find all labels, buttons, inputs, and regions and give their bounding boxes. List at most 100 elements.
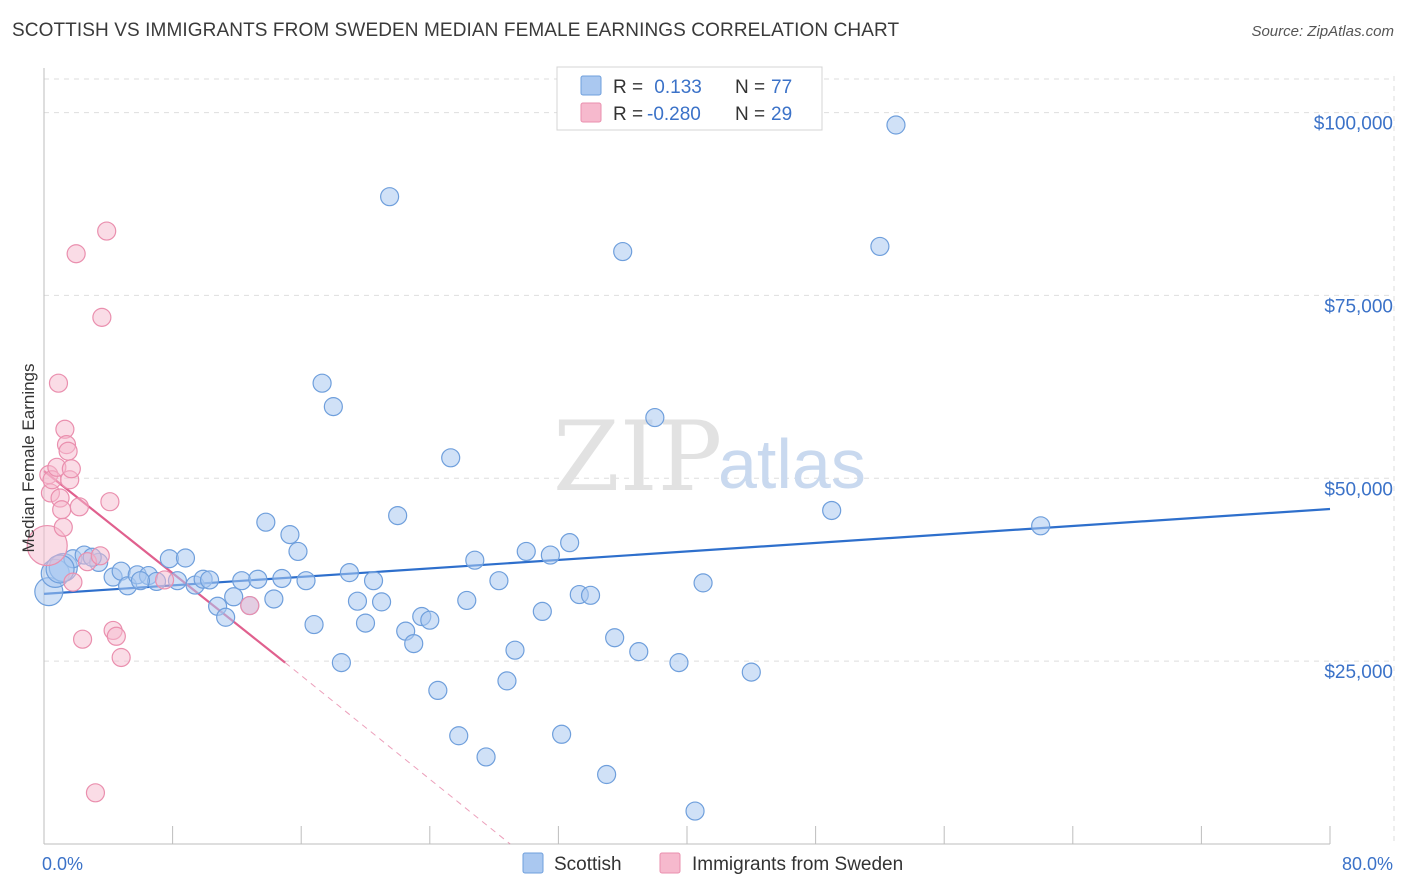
point-scottish <box>741 662 761 682</box>
point-scottish <box>404 633 424 654</box>
legend-n-label-sweden: N = <box>735 104 765 125</box>
tick-labels: $25,000 $50,000 $75,000 $100,000 0.0% 80.0% <box>42 114 1393 874</box>
point-scottish <box>645 407 665 428</box>
point-scottish <box>371 592 392 612</box>
point-scottish <box>280 525 300 545</box>
point-scottish <box>1031 516 1051 536</box>
legend-r-value-scottish: 0.133 <box>649 77 702 98</box>
legend-r-value-sweden: -0.280 <box>647 104 701 125</box>
legend-r-label-sweden: R = <box>613 104 643 125</box>
chart-title: SCOTTISH VS IMMIGRANTS FROM SWEDEN MEDIA… <box>12 20 900 41</box>
correlation-legend: R = 0.133 N = 77 R = -0.280 N = 29 <box>556 66 823 131</box>
point-scottish <box>248 569 268 589</box>
point-scottish <box>175 548 196 568</box>
x-tick-label-min: 0.0% <box>42 854 83 874</box>
point-scottish <box>489 571 509 591</box>
point-scottish <box>312 373 332 393</box>
bottom-legend-swatch-sweden <box>659 852 681 874</box>
legend-n-label-scottish: N = <box>735 77 765 98</box>
point-sweden <box>26 524 68 567</box>
point-sweden <box>53 517 73 537</box>
point-scottish <box>159 549 179 569</box>
point-sweden <box>63 572 83 592</box>
point-scottish <box>339 563 360 583</box>
point-scottish <box>130 571 151 591</box>
point-scottish <box>331 653 351 673</box>
legend-r-label-scottish: R = <box>613 77 643 98</box>
y-tick-label: $25,000 <box>1324 662 1393 683</box>
point-scottish <box>232 571 252 591</box>
point-scottish <box>288 541 308 562</box>
legend-swatch-sweden <box>580 102 602 123</box>
point-scottish <box>886 115 906 135</box>
point-sweden <box>100 492 120 512</box>
point-scottish <box>216 607 236 627</box>
point-scottish <box>272 568 292 589</box>
point-sweden <box>240 595 260 616</box>
legend-swatch-scottish <box>580 75 602 96</box>
point-scottish <box>693 573 713 593</box>
trendline-sweden-extrapolated <box>284 662 511 845</box>
point-scottish <box>323 397 343 417</box>
point-scottish <box>505 640 525 660</box>
point-scottish <box>540 545 560 565</box>
point-scottish <box>669 653 689 673</box>
point-scottish <box>420 610 440 630</box>
point-sweden <box>111 647 131 668</box>
point-sweden <box>72 629 93 649</box>
point-scottish <box>347 591 368 611</box>
point-scottish <box>685 801 705 821</box>
point-scottish <box>256 512 276 532</box>
point-scottish <box>380 187 400 207</box>
y-axis-title: Median Female Earnings <box>19 364 38 553</box>
source-credit: Source: ZipAtlas.com <box>1251 23 1394 40</box>
point-sweden <box>52 500 72 520</box>
point-scottish <box>629 642 649 662</box>
point-scottish <box>449 726 469 746</box>
point-sweden <box>106 626 126 646</box>
point-scottish <box>296 571 316 591</box>
data-points <box>26 115 1051 821</box>
point-scottish <box>476 747 496 767</box>
point-sweden <box>85 783 106 803</box>
point-scottish <box>199 570 220 590</box>
watermark: ZIP atlas <box>553 401 866 513</box>
point-scottish <box>497 671 517 691</box>
point-sweden <box>154 570 175 590</box>
point-sweden <box>69 497 89 517</box>
point-scottish <box>428 680 448 701</box>
point-scottish <box>465 550 485 570</box>
point-scottish <box>264 589 284 609</box>
point-scottish <box>224 587 244 607</box>
point-scottish <box>605 628 625 648</box>
bottom-legend-label-scottish: Scottish <box>554 854 622 875</box>
y-tick-label: $100,000 <box>1314 114 1393 135</box>
point-sweden <box>61 459 81 479</box>
x-tick-label-max: 80.0% <box>1342 854 1393 874</box>
watermark-atlas: atlas <box>718 425 866 503</box>
point-scottish <box>580 585 601 605</box>
legend-n-value-scottish: 77 <box>771 77 792 98</box>
point-scottish <box>363 571 384 591</box>
point-scottish <box>597 764 617 785</box>
point-sweden <box>90 546 110 566</box>
point-scottish <box>355 613 376 633</box>
grid-lines <box>44 76 1395 844</box>
axes <box>43 68 1331 845</box>
point-sweden <box>66 244 86 264</box>
point-sweden <box>58 441 78 461</box>
point-scottish <box>822 500 842 521</box>
point-sweden <box>92 307 112 327</box>
watermark-zip: ZIP <box>553 401 722 513</box>
point-sweden <box>97 221 117 241</box>
y-tick-label: $50,000 <box>1324 479 1393 500</box>
point-scottish <box>552 724 572 744</box>
bottom-legend-label-sweden: Immigrants from Sweden <box>692 854 903 875</box>
point-scottish <box>304 614 324 635</box>
point-scottish <box>457 590 477 611</box>
point-scottish <box>560 533 580 553</box>
bottom-legend-swatch-scottish <box>522 852 544 874</box>
series-legend: Scottish Immigrants from Sweden <box>522 852 903 875</box>
point-sweden <box>48 373 69 393</box>
